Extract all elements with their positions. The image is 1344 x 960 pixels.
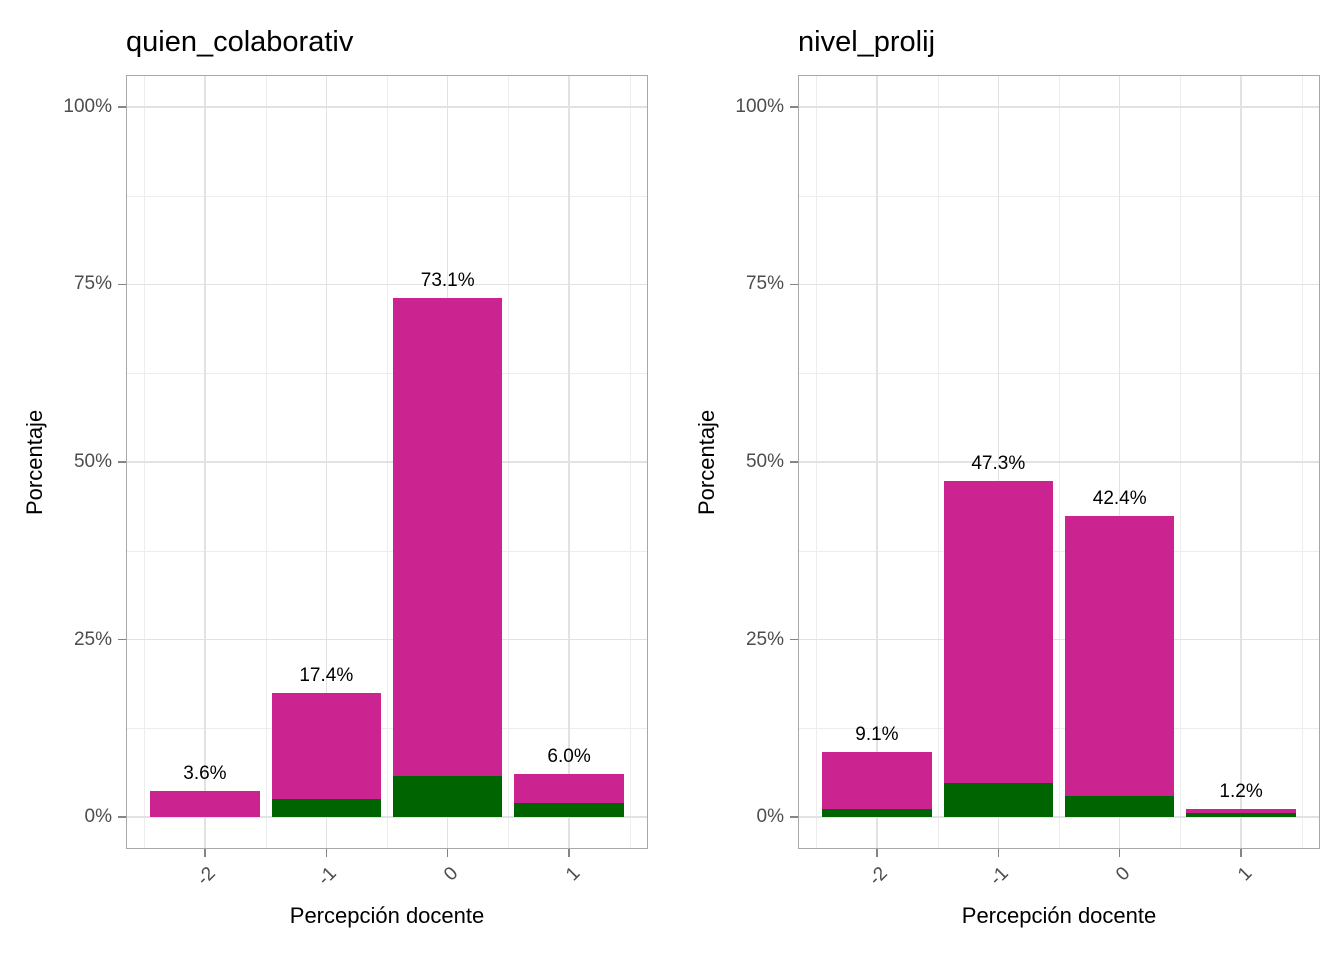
- x-tick-mark: [1118, 849, 1121, 857]
- plot-panel: [126, 75, 648, 849]
- y-tick-mark: [118, 283, 126, 286]
- chart-nivel-prolij: nivel_prolij Porcentaje Percepción docen…: [672, 0, 1344, 960]
- bar-bottom-segment: [514, 802, 624, 818]
- x-tick-label: 0: [1112, 863, 1135, 886]
- x-tick-label: 1: [1233, 863, 1256, 886]
- gridline-major-horizontal: [126, 638, 648, 641]
- bar-bottom-segment: [393, 775, 503, 818]
- bar-bottom-segment: [1186, 812, 1296, 818]
- bar-bottom-segment: [1065, 795, 1175, 818]
- y-tick-mark: [790, 638, 798, 641]
- bar-value-label: 3.6%: [183, 763, 227, 785]
- gridline-major-vertical: [325, 75, 328, 849]
- y-tick-label: 25%: [73, 628, 112, 650]
- x-tick-label: -2: [192, 863, 220, 890]
- x-axis-title: Percepción docente: [961, 903, 1157, 928]
- bar-value-label: 9.1%: [855, 724, 899, 746]
- y-tick-label: 75%: [745, 273, 784, 295]
- y-tick-label: 0%: [756, 806, 784, 828]
- y-tick-mark: [118, 638, 126, 641]
- x-tick-mark: [325, 849, 328, 857]
- x-axis-title: Percepción docente: [289, 903, 485, 928]
- y-tick-mark: [790, 816, 798, 818]
- x-tick-mark: [1240, 849, 1242, 857]
- bar-bottom-segment: [943, 782, 1053, 818]
- y-tick-label: 100%: [63, 95, 112, 117]
- bar-value-label: 42.4%: [1092, 487, 1147, 509]
- bar-category-0: [393, 297, 503, 818]
- bar-category--2: [822, 752, 932, 818]
- bar-bottom-segment: [271, 798, 381, 818]
- bar-value-label: 6.0%: [547, 746, 591, 768]
- gridline-major-vertical: [204, 75, 206, 849]
- x-tick-mark: [568, 849, 570, 857]
- bar-bottom-segment: [822, 809, 932, 818]
- y-tick-mark: [118, 816, 126, 818]
- gridline-major-vertical: [568, 75, 570, 849]
- y-tick-label: 25%: [745, 628, 784, 650]
- gridline-major-horizontal: [798, 283, 1320, 286]
- y-tick-mark: [790, 461, 798, 463]
- gridline-major-vertical: [1118, 75, 1121, 849]
- y-tick-mark: [790, 283, 798, 286]
- x-tick-mark: [204, 849, 206, 857]
- x-tick-label: -1: [986, 863, 1014, 890]
- x-tick-label: 1: [561, 863, 584, 886]
- x-tick-mark: [446, 849, 449, 857]
- y-tick-mark: [118, 461, 126, 463]
- y-tick-mark: [118, 106, 126, 108]
- y-tick-label: 50%: [745, 451, 784, 472]
- x-tick-label: -2: [864, 863, 892, 890]
- gridline-major-vertical: [1240, 75, 1242, 849]
- gridline-major-horizontal: [126, 283, 648, 286]
- bar-category--1: [271, 693, 381, 818]
- y-tick-label: 75%: [73, 273, 112, 295]
- gridline-major-horizontal: [126, 461, 648, 463]
- bar-value-label: 1.2%: [1219, 780, 1263, 802]
- gridline-major-horizontal: [798, 638, 1320, 641]
- bar-category--1: [943, 481, 1053, 818]
- bar-category-0: [1065, 515, 1175, 818]
- gridline-major-vertical: [876, 75, 878, 849]
- bar-value-label: 17.4%: [299, 665, 354, 687]
- y-tick-label: 0%: [84, 806, 112, 828]
- bar-category--2: [150, 791, 260, 818]
- x-tick-mark: [876, 849, 878, 857]
- bar-value-label: 47.3%: [971, 453, 1026, 475]
- gridline-major-horizontal: [798, 816, 1320, 818]
- y-tick-label: 50%: [73, 451, 112, 472]
- x-tick-label: -1: [314, 863, 342, 890]
- y-tick-mark: [790, 106, 798, 108]
- gridline-major-horizontal: [126, 106, 648, 108]
- bar-category-1: [1186, 808, 1296, 818]
- gridline-major-horizontal: [798, 461, 1320, 463]
- gridline-major-horizontal: [126, 816, 648, 818]
- plot-panel: [798, 75, 1320, 849]
- gridline-major-horizontal: [798, 106, 1320, 108]
- x-tick-mark: [997, 849, 1000, 857]
- gridline-major-vertical: [997, 75, 1000, 849]
- y-tick-label: 100%: [735, 95, 784, 117]
- chart-title: quien_colaborativ: [126, 26, 354, 58]
- bar-category-1: [514, 774, 624, 818]
- bar-value-label: 73.1%: [420, 269, 475, 291]
- x-tick-label: 0: [440, 863, 463, 886]
- chart-title: nivel_prolij: [798, 26, 936, 58]
- chart-quien-colaborativ: quien_colaborativ Porcentaje Percepción …: [22, 26, 648, 928]
